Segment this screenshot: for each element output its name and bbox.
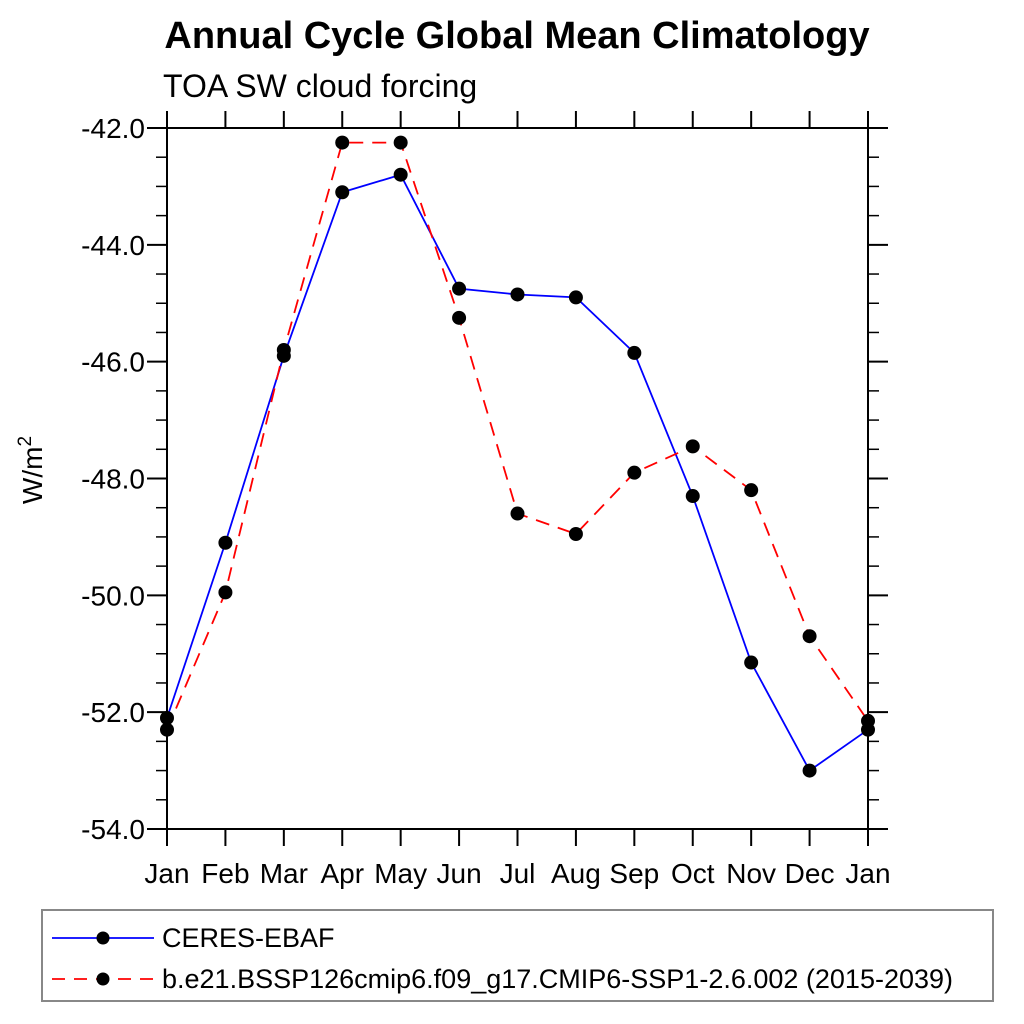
series-line-0: [166, 173, 869, 772]
series-group: [160, 135, 875, 778]
x-tick-label: May: [374, 858, 427, 889]
legend-line-sample-solid: [52, 931, 154, 945]
data-point-marker: [861, 713, 875, 728]
data-point-marker: [685, 489, 700, 504]
data-point-marker: [160, 722, 174, 737]
data-point-marker: [802, 629, 817, 644]
x-tick-label: Apr: [320, 858, 364, 889]
series-line-1: [166, 141, 869, 731]
data-point-marker: [452, 310, 467, 325]
x-tick-label: Mar: [260, 858, 308, 889]
y-tick-label: -50.0: [81, 580, 145, 611]
x-tick-label: Oct: [671, 858, 715, 889]
data-point-marker: [335, 135, 350, 150]
data-point-marker: [510, 506, 525, 521]
y-axis-title: W/m2: [15, 436, 48, 504]
data-point-marker: [685, 439, 700, 454]
y-tick-label: -52.0: [81, 697, 145, 728]
data-point-marker: [218, 535, 233, 550]
x-tick-label: Feb: [201, 858, 249, 889]
y-tick-label: -54.0: [81, 814, 145, 845]
x-tick-label: Jan: [845, 858, 890, 889]
x-tick-label: Jun: [437, 858, 482, 889]
legend-label: b.e21.BSSP126cmip6.f09_g17.CMIP6-SSP1-2.…: [162, 963, 954, 994]
legend-item-model: b.e21.BSSP126cmip6.f09_g17.CMIP6-SSP1-2.…: [48, 964, 953, 994]
plot-frame: [166, 127, 869, 830]
y-tick-label: -44.0: [81, 230, 145, 261]
axes-group: -42.0 -44.0 -46.0 -48.0 -50.0 -52.0 -54.0 Jan Fe…: [81, 111, 891, 889]
x-tick-label: Sep: [609, 858, 659, 889]
data-point-marker: [802, 763, 817, 778]
x-tick-label: Dec: [785, 858, 835, 889]
data-point-marker: [335, 185, 350, 200]
legend: CERES-EBAF b.e21.BSSP126cmip6.f09_g17.CM…: [41, 909, 994, 1002]
data-point-marker: [510, 287, 525, 302]
chart-subtitle: TOA SW cloud forcing: [163, 68, 478, 104]
x-tick-label: Jul: [500, 858, 536, 889]
legend-line-sample-dashed: [52, 972, 154, 986]
data-point-marker: [568, 290, 583, 305]
data-point-marker: [160, 711, 174, 726]
data-point-marker: [627, 345, 642, 360]
legend-item-ceres: CERES-EBAF: [48, 923, 335, 953]
legend-label: CERES-EBAF: [162, 922, 335, 953]
data-point-marker: [218, 585, 233, 600]
x-tick-label: Jan: [144, 858, 189, 889]
data-point-marker: [744, 655, 759, 670]
x-tick-label: Aug: [551, 858, 601, 889]
data-point-marker: [568, 526, 583, 541]
data-point-marker: [393, 135, 408, 150]
data-point-marker: [744, 483, 759, 498]
data-point-marker: [627, 465, 642, 480]
legend-marker-dot-icon: [96, 931, 110, 945]
y-tick-label: -46.0: [81, 347, 145, 378]
data-point-marker: [452, 281, 467, 296]
legend-marker-dot-icon: [96, 972, 110, 986]
x-tick-label: Nov: [726, 858, 776, 889]
data-point-marker: [276, 342, 291, 357]
y-tick-label: -42.0: [81, 113, 145, 144]
data-point-marker: [393, 167, 408, 182]
chart-title: Annual Cycle Global Mean Climatology: [164, 15, 870, 57]
y-tick-label: -48.0: [81, 464, 145, 495]
